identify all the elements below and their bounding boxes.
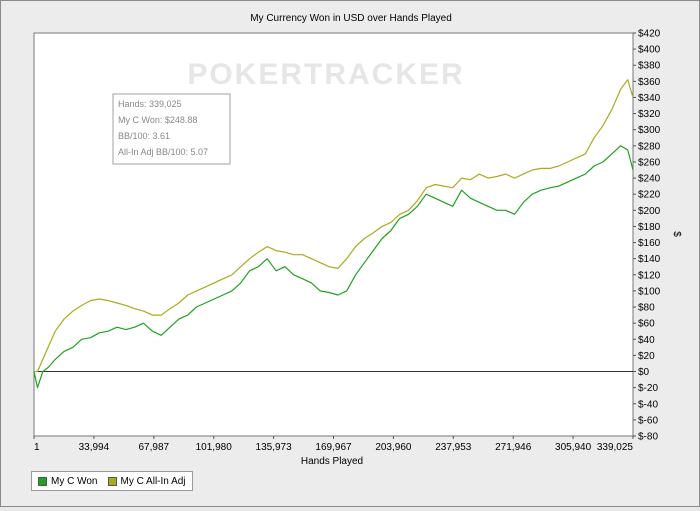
series-layer xyxy=(33,79,634,389)
plot-area xyxy=(33,32,634,437)
x-tick-label: 169,967 xyxy=(315,442,352,453)
y-axis: $420 $400 $380 $360 $340 $320 $300 $280 $260 $240… xyxy=(633,29,661,443)
legend-label-won: My C Won xyxy=(51,475,98,487)
y-tick-label: $420 xyxy=(638,29,661,40)
x-tick-label: 1 xyxy=(34,442,40,453)
legend: My C Won My C All-In Adj xyxy=(31,471,193,491)
y-tick-label: $400 xyxy=(638,45,661,56)
y-tick-label: $200 xyxy=(638,206,661,217)
y-tick-label: $60 xyxy=(638,319,655,330)
y-tick-label: $160 xyxy=(638,238,661,249)
y-tick-label: $300 xyxy=(638,125,661,136)
y-tick-label: $120 xyxy=(638,270,661,281)
y-tick-label: $-80 xyxy=(638,432,658,443)
series-line-allin xyxy=(34,79,634,373)
y-tick-label: $340 xyxy=(638,93,661,104)
legend-item-allin: My C All-In Adj xyxy=(107,475,186,487)
y-tick-label: $360 xyxy=(638,77,661,88)
x-tick-label: 135,973 xyxy=(256,442,293,453)
y-tick-label: $240 xyxy=(638,174,661,185)
info-won: My C Won: $248.88 xyxy=(118,115,197,125)
watermark: POKERTRACKER xyxy=(187,58,464,91)
x-tick-label: 237,953 xyxy=(435,442,472,453)
x-tick-label: 305,940 xyxy=(555,442,592,453)
y-tick-label: $100 xyxy=(638,286,661,297)
y-tick-label: $20 xyxy=(638,351,655,362)
y-tick-label: $220 xyxy=(638,190,661,201)
y-tick-label: $380 xyxy=(638,61,661,72)
y-tick-label: $260 xyxy=(638,157,661,168)
y-tick-label: $-60 xyxy=(638,415,658,426)
series-line-won xyxy=(33,145,634,389)
y-tick-label: $80 xyxy=(638,303,655,314)
x-tick-label: 203,960 xyxy=(375,442,412,453)
info-bb100: BB/100: 3.61 xyxy=(118,131,170,141)
info-hands: Hands: 339,025 xyxy=(118,99,182,109)
x-tick-label: 271,946 xyxy=(495,442,532,453)
y-tick-label: $280 xyxy=(638,141,661,152)
info-box: Hands: 339,025 My C Won: $248.88 BB/100:… xyxy=(112,93,231,165)
y-tick-label: $40 xyxy=(638,335,655,346)
y-axis-label: $ xyxy=(671,231,682,237)
legend-label-allin: My C All-In Adj xyxy=(120,475,186,487)
legend-swatch-won xyxy=(38,476,47,486)
x-tick-label: 339,025 xyxy=(597,442,634,453)
legend-swatch-allin xyxy=(107,476,117,486)
info-allin-bb100: All-In Adj BB/100: 5.07 xyxy=(118,147,208,157)
y-tick-label: $-20 xyxy=(638,383,658,394)
y-tick-label: $0 xyxy=(638,367,650,378)
chart-title: My Currency Won in USD over Hands Played xyxy=(250,13,452,24)
x-axis-label: Hands Played xyxy=(301,456,363,467)
x-tick-label: 67,987 xyxy=(139,442,170,453)
y-tick-label: $-40 xyxy=(638,399,658,410)
y-tick-label: $320 xyxy=(638,109,661,120)
x-tick-label: 33,994 xyxy=(79,442,110,453)
y-tick-label: $180 xyxy=(638,222,661,233)
info-box-frame xyxy=(112,93,231,165)
legend-item-won: My C Won xyxy=(38,476,98,487)
x-axis: 1 33,994 67,987 101,980 135,973 169,967 203,96… xyxy=(33,436,634,453)
x-tick-label: 101,980 xyxy=(196,442,233,453)
y-tick-label: $140 xyxy=(638,254,661,265)
